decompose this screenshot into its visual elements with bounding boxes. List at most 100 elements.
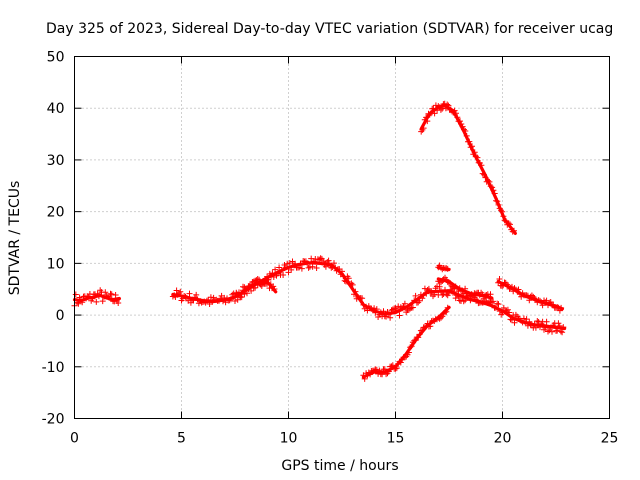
- data-point: [523, 316, 530, 323]
- data-point: [329, 264, 336, 270]
- data-point: [186, 290, 193, 297]
- data-point: [76, 294, 83, 301]
- data-point: [444, 278, 451, 285]
- data-point: [331, 260, 337, 267]
- data-point: [458, 121, 465, 127]
- data-point: [509, 228, 516, 235]
- data-point: [469, 143, 475, 150]
- data-point: [412, 292, 419, 299]
- x-tick-label: 0: [70, 431, 79, 447]
- data-point: [339, 268, 345, 275]
- data-point: [229, 291, 236, 298]
- data-point: [252, 284, 259, 291]
- data-point: [183, 295, 190, 301]
- data-point: [499, 208, 506, 215]
- data-point: [472, 296, 479, 303]
- data-point: [271, 286, 278, 292]
- data-point: [531, 295, 538, 302]
- data-point: [534, 318, 541, 324]
- data-point: [495, 201, 502, 208]
- data-point: [558, 304, 565, 311]
- data-point: [479, 170, 486, 177]
- data-point: [298, 265, 305, 272]
- grid-layer: [74, 56, 610, 419]
- data-point: [487, 291, 494, 298]
- data-point: [75, 300, 82, 307]
- series-line: [171, 261, 567, 331]
- data-point: [474, 154, 481, 161]
- x-tick-label: 5: [177, 431, 186, 447]
- data-point: [385, 368, 392, 375]
- data-point: [270, 274, 277, 280]
- data-point: [462, 285, 469, 292]
- data-point: [495, 301, 502, 308]
- data-point: [397, 359, 404, 366]
- data-point: [501, 217, 508, 224]
- data-point: [393, 307, 400, 313]
- data-point: [507, 316, 514, 323]
- data-point: [555, 320, 562, 327]
- data-point: [265, 276, 272, 283]
- data-point: [420, 125, 427, 132]
- data-point: [453, 110, 459, 117]
- data-point: [446, 279, 452, 286]
- data-point: [399, 356, 406, 363]
- data-point: [454, 114, 461, 121]
- y-tick-label: 10: [47, 256, 65, 272]
- data-point: [515, 286, 522, 293]
- data-point: [392, 365, 399, 372]
- series-segment-low: [360, 304, 451, 382]
- data-point: [341, 277, 348, 284]
- data-point: [282, 264, 289, 271]
- data-point: [560, 324, 567, 331]
- data-point: [511, 227, 517, 234]
- data-point: [554, 304, 561, 311]
- data-point: [305, 264, 312, 271]
- data-point: [190, 297, 197, 304]
- data-point: [442, 286, 448, 293]
- data-point: [201, 298, 208, 305]
- data-point: [452, 295, 459, 302]
- data-point: [274, 270, 281, 277]
- data-point: [371, 367, 378, 374]
- data-point: [556, 322, 563, 329]
- data-point: [466, 138, 473, 145]
- x-tick-label: 25: [601, 431, 619, 447]
- data-point: [203, 297, 210, 304]
- data-point: [324, 259, 331, 265]
- data-point: [494, 198, 501, 205]
- data-point: [496, 276, 503, 282]
- data-point: [423, 290, 430, 297]
- data-point: [531, 321, 538, 327]
- data-point: [226, 297, 233, 304]
- data-point: [438, 279, 444, 286]
- data-point: [99, 298, 106, 305]
- data-point: [405, 349, 412, 356]
- data-point: [438, 288, 444, 295]
- data-point: [112, 292, 119, 298]
- data-point: [504, 306, 511, 313]
- data-point: [543, 318, 550, 325]
- data-point: [367, 371, 374, 378]
- data-point: [268, 272, 275, 279]
- data-point: [72, 291, 79, 298]
- data-point: [462, 297, 469, 304]
- data-point: [467, 144, 474, 151]
- data-point: [507, 221, 513, 228]
- data-point: [500, 213, 507, 220]
- data-point: [415, 334, 422, 341]
- data-point: [485, 177, 492, 184]
- data-point: [264, 280, 271, 287]
- data-point: [427, 323, 434, 330]
- data-point: [288, 266, 295, 273]
- data-point: [447, 280, 454, 287]
- data-point: [439, 292, 446, 298]
- data-point: [547, 324, 554, 331]
- data-point: [421, 324, 428, 331]
- data-point: [182, 293, 189, 300]
- series-segment-branch: [232, 276, 278, 304]
- data-point: [380, 308, 387, 315]
- tick-layer: 0 5 10 15 20 25 -20 -10 0 10 20 30 40 50: [42, 50, 619, 447]
- data-point: [473, 153, 479, 160]
